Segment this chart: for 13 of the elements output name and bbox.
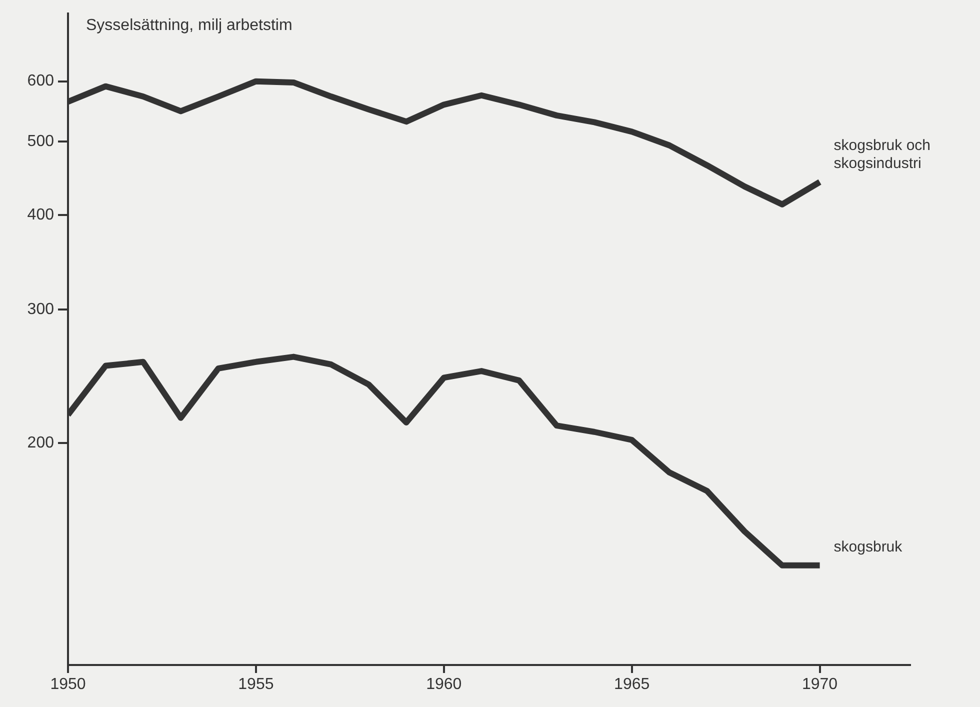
x-tick-label: 1950 [50, 676, 86, 694]
x-tick-label: 1970 [802, 676, 838, 694]
series-label: skogsbruk och skogsindustri [834, 137, 931, 172]
y-tick-label: 500 [27, 132, 54, 150]
y-tick-label: 600 [27, 72, 54, 90]
series-label: skogsbruk [834, 538, 903, 556]
y-tick-label: 400 [27, 206, 54, 224]
y-tick-label: 300 [27, 301, 54, 318]
x-tick-label: 1960 [426, 676, 462, 694]
y-tick-label: 200 [27, 434, 54, 452]
x-tick-label: 1965 [614, 676, 650, 694]
x-tick-label: 1955 [238, 676, 274, 694]
y-axis-title: Sysselsättning, milj arbetstim [86, 17, 292, 34]
